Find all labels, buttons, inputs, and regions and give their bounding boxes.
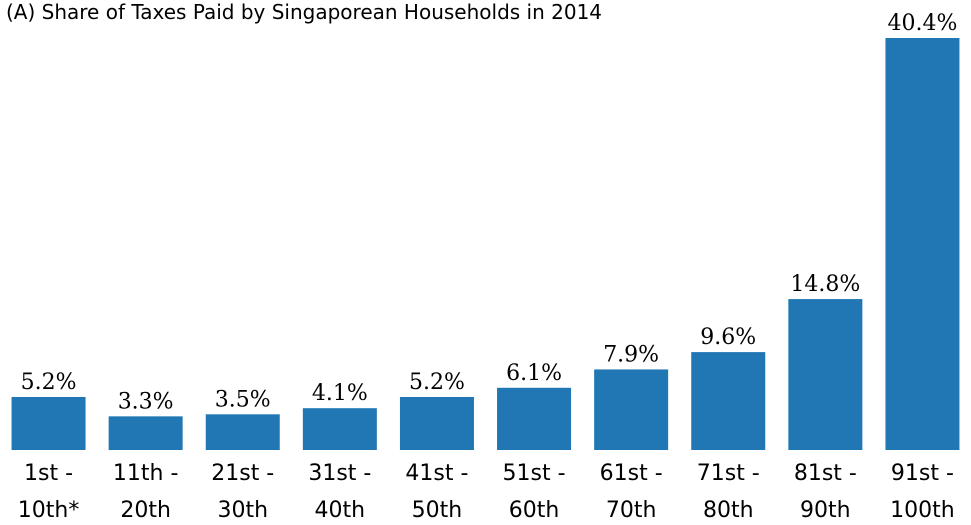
chart-title: (A) Share of Taxes Paid by Singaporean H… bbox=[6, 0, 603, 24]
value-label: 7.9% bbox=[603, 342, 659, 367]
bar bbox=[399, 396, 474, 450]
bar bbox=[302, 408, 377, 450]
bar bbox=[497, 387, 572, 450]
x-tick-label: 91st - 100th bbox=[890, 461, 955, 523]
x-tick-label: 11th - 20th bbox=[112, 461, 179, 523]
x-tick-label: 31st - 40th bbox=[308, 461, 372, 523]
x-tick-label: 1st - 10th* bbox=[17, 461, 80, 523]
value-label: 5.2% bbox=[409, 370, 465, 395]
value-label: 3.3% bbox=[118, 389, 174, 414]
value-label: 6.1% bbox=[506, 361, 562, 386]
value-label: 9.6% bbox=[700, 325, 756, 350]
bar bbox=[205, 414, 280, 450]
x-tick-label: 81st - 90th bbox=[793, 461, 857, 523]
x-tick-label: 51st - 60th bbox=[502, 461, 566, 523]
x-tick-label: 71st - 80th bbox=[696, 461, 760, 523]
x-tick-label: 41st - 50th bbox=[405, 461, 469, 523]
bar bbox=[11, 396, 86, 450]
bar bbox=[788, 299, 863, 450]
bar bbox=[594, 369, 669, 450]
bar bbox=[108, 416, 183, 450]
bar bbox=[885, 38, 960, 450]
bar bbox=[691, 352, 766, 450]
x-tick-label: 61st - 70th bbox=[599, 461, 663, 523]
value-label: 40.4% bbox=[888, 11, 958, 36]
value-label: 3.5% bbox=[215, 387, 271, 412]
value-label: 14.8% bbox=[790, 272, 860, 297]
x-tick-label: 21st - 30th bbox=[211, 461, 275, 523]
value-label: 4.1% bbox=[312, 381, 368, 406]
value-label: 5.2% bbox=[21, 370, 77, 395]
